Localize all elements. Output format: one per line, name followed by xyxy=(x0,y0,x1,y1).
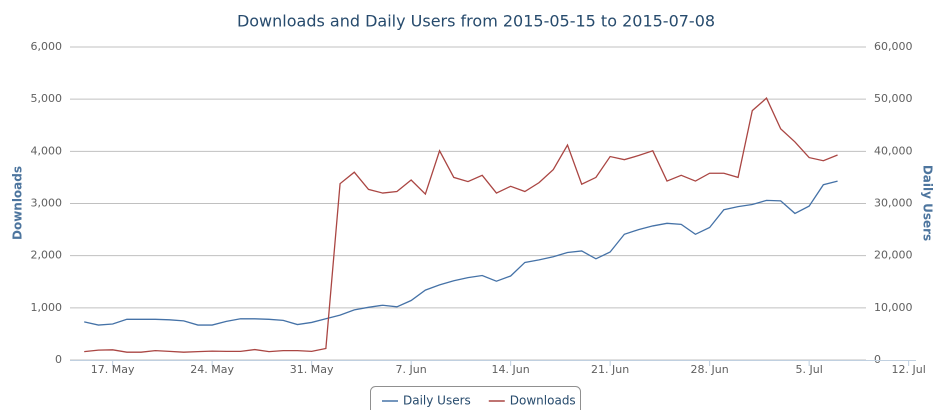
y-tick-label: 5,000 xyxy=(31,92,63,105)
chart-title: Downloads and Daily Users from 2015-05-1… xyxy=(237,12,715,31)
y2-tick-label: 20,000 xyxy=(874,249,913,262)
legend-box xyxy=(370,386,581,410)
x-tick-label: 14. Jun xyxy=(492,363,530,376)
series-line xyxy=(84,97,838,353)
x-tick-label: 21. Jun xyxy=(591,363,629,376)
series-line xyxy=(84,180,838,326)
x-tick-label: 28. Jun xyxy=(691,363,729,376)
y-tick-label: 0 xyxy=(55,353,62,366)
x-tick-label: 12. Jul xyxy=(892,363,926,376)
legend-label: Downloads xyxy=(510,394,576,408)
y-axis-title: Downloads xyxy=(11,166,25,240)
y-tick-label: 4,000 xyxy=(31,144,63,157)
y-tick-label: 1,000 xyxy=(31,301,63,314)
y2-tick-label: 60,000 xyxy=(874,40,913,53)
y2-tick-label: 50,000 xyxy=(874,92,913,105)
y2-tick-label: 10,000 xyxy=(874,301,913,314)
y2-tick-label: 40,000 xyxy=(874,144,913,157)
x-tick-label: 7. Jun xyxy=(396,363,427,376)
x-tick-label: 24. May xyxy=(190,363,234,376)
legend-label: Daily Users xyxy=(403,394,471,408)
y-tick-label: 3,000 xyxy=(31,197,63,210)
y-tick-label: 2,000 xyxy=(31,249,63,262)
x-tick-label: 17. May xyxy=(91,363,135,376)
y-tick-label: 6,000 xyxy=(31,40,63,53)
x-tick-label: 5. Jul xyxy=(796,363,823,376)
y2-tick-label: 30,000 xyxy=(874,197,913,210)
x-tick-label: 31. May xyxy=(290,363,334,376)
y2-tick-label: 0 xyxy=(874,353,881,366)
y2-axis-title: Daily Users xyxy=(921,165,935,241)
legend: Daily Users Downloads xyxy=(370,386,581,410)
